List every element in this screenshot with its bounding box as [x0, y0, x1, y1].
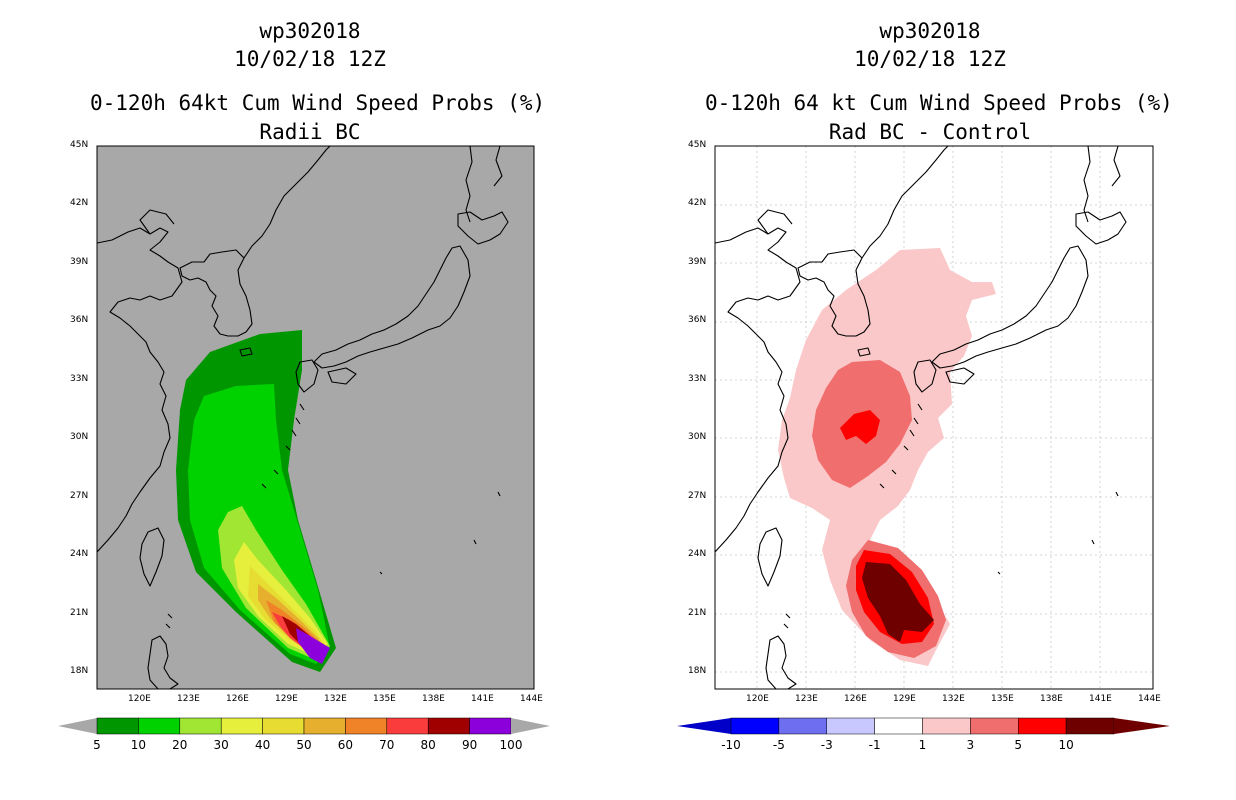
right-colorbar-swatch	[922, 717, 971, 735]
right-colorbar-label: 5	[1014, 738, 1023, 752]
left-lat-label: 42N	[70, 198, 89, 209]
right-colorbar-swatch	[778, 717, 827, 735]
left-lon-label: 126E	[226, 694, 249, 704]
right-map-panel	[714, 145, 1154, 690]
left-lon-label: 138E	[422, 694, 445, 704]
right-lon-label: 141E	[1089, 694, 1112, 704]
right-colorbar-swatch	[1065, 717, 1115, 735]
left-colorbar-swatch	[386, 717, 429, 735]
left-map-frame	[96, 145, 535, 690]
left-map-panel	[96, 145, 535, 690]
right-lat-label: 30N	[688, 432, 707, 443]
left-lat-label: 30N	[70, 432, 89, 443]
right-colorbar-swatch	[826, 717, 875, 735]
left-colorbar-swatch	[220, 717, 263, 735]
right-colorbar-label: -5	[772, 738, 785, 752]
right-lat-label: 45N	[688, 140, 707, 150]
right-lat-label: 24N	[688, 549, 707, 560]
right-lon-label: 123E	[795, 694, 818, 704]
left-subtitle: Radii BC	[259, 120, 361, 144]
left-colorbar-label: 100	[499, 738, 523, 752]
right-lat-label: 18N	[688, 666, 707, 676]
left-colorbar-label: 30	[213, 738, 229, 752]
left-colorbar-high-arrow	[511, 718, 550, 734]
left-colorbar-low-arrow	[58, 718, 97, 734]
left-lat-label: 21N	[70, 607, 89, 618]
right-colorbar-swatch	[874, 717, 923, 735]
right-difference-contours	[778, 248, 996, 666]
right-lat-label: 27N	[688, 490, 707, 501]
left-colorbar-label: 50	[296, 738, 312, 752]
left-lon-label: 141E	[471, 694, 494, 704]
right-lon-label: 138E	[1040, 694, 1063, 704]
right-colorbar-label: 10	[1058, 738, 1074, 752]
right-title-datetime: 10/02/18 12Z	[854, 47, 1006, 71]
right-title-product: 0-120h 64 kt Cum Wind Speed Probs (%)	[705, 91, 1173, 115]
left-lon-label: 144E	[520, 694, 543, 704]
left-title-storm-id: wp302018	[259, 19, 361, 43]
right-colorbar-label: -3	[820, 738, 833, 752]
left-lat-label: 27N	[70, 490, 89, 501]
left-colorbar-swatch	[96, 717, 139, 735]
right-colorbar-label: 1	[918, 738, 927, 752]
left-lon-label: 123E	[177, 694, 200, 704]
left-lon-label: 129E	[275, 694, 298, 704]
left-colorbar-swatch	[138, 717, 181, 735]
left-title-datetime: 10/02/18 12Z	[234, 47, 386, 71]
left-colorbar-swatch	[427, 717, 470, 735]
right-colorbar-label: -10	[721, 738, 741, 752]
left-colorbar-label: 40	[254, 738, 271, 752]
right-subtitle: Rad BC - Control	[828, 120, 1032, 144]
right-lon-label: 129E	[893, 694, 916, 704]
left-colorbar	[58, 717, 550, 735]
right-lat-label: 36N	[688, 315, 707, 326]
left-colorbar-label: 70	[379, 738, 395, 752]
right-lat-label: 33N	[688, 373, 707, 384]
right-lat-label: 21N	[688, 607, 707, 618]
right-lon-label: 126E	[844, 694, 867, 704]
right-map-frame	[714, 145, 1154, 690]
left-colorbar-swatch	[303, 717, 346, 735]
left-colorbar-label: 60	[337, 738, 354, 752]
right-colorbar-label: -1	[868, 738, 881, 752]
right-colorbar-label: 3	[966, 738, 975, 752]
right-colorbar-swatch	[970, 717, 1019, 735]
right-lon-label: 120E	[746, 694, 769, 704]
right-colorbar	[677, 717, 1170, 735]
left-probability-contours	[176, 330, 336, 672]
right-colorbar-swatch	[730, 717, 780, 735]
right-colorbar-swatch	[1018, 717, 1067, 735]
right-title-storm-id: wp302018	[879, 19, 981, 43]
left-colorbar-swatch	[179, 717, 222, 735]
right-lat-label: 39N	[688, 256, 707, 267]
left-lon-label: 120E	[128, 694, 151, 704]
right-lon-label: 135E	[991, 694, 1014, 704]
left-lat-label: 39N	[70, 256, 89, 267]
left-colorbar-label: 90	[461, 738, 478, 752]
left-colorbar-label: 10	[130, 738, 147, 752]
left-colorbar-label: 5	[93, 738, 101, 752]
right-lon-label: 132E	[942, 694, 965, 704]
left-lon-label: 132E	[324, 694, 347, 704]
left-lat-label: 45N	[70, 140, 89, 150]
left-lat-label: 24N	[70, 549, 89, 560]
left-title-product: 0-120h 64kt Cum Wind Speed Probs (%)	[90, 91, 546, 115]
right-gridlines	[715, 146, 1153, 689]
left-colorbar-swatch	[469, 717, 512, 735]
left-lat-label: 18N	[70, 666, 89, 676]
right-colorbar-low-arrow	[677, 718, 731, 734]
right-lat-label: 42N	[688, 198, 707, 209]
left-colorbar-label: 80	[420, 738, 436, 752]
left-colorbar-swatch	[345, 717, 388, 735]
left-colorbar-label: 20	[172, 738, 188, 752]
left-lat-label: 36N	[70, 315, 89, 326]
right-colorbar-high-arrow	[1114, 718, 1170, 734]
left-lat-label: 33N	[70, 373, 89, 384]
left-lon-label: 135E	[373, 694, 396, 704]
right-lon-label: 144E	[1138, 694, 1161, 704]
left-colorbar-swatch	[262, 717, 305, 735]
